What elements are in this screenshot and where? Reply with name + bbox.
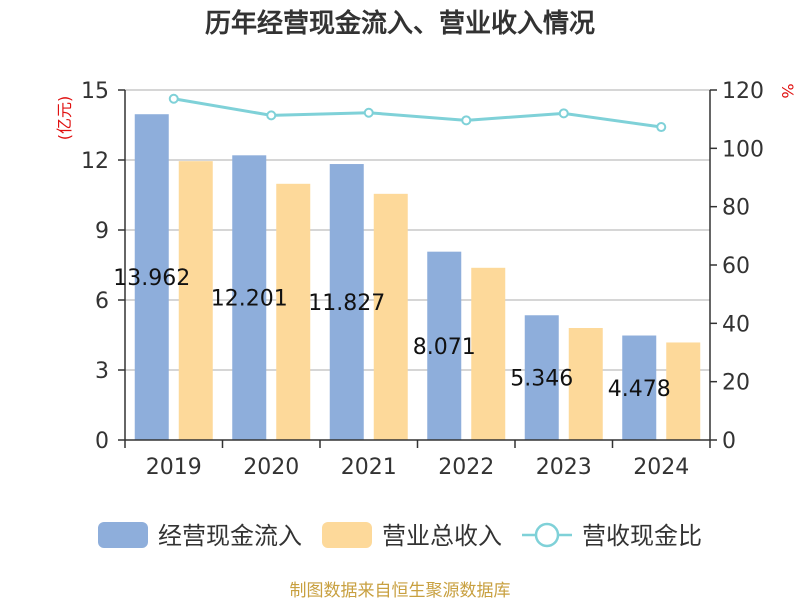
- legend-swatch: [98, 522, 148, 548]
- line-point-2022: [461, 115, 472, 126]
- right-tick-label: 0: [722, 429, 736, 454]
- bar-value-label: 5.346: [510, 367, 573, 392]
- legend-item-2[interactable]: 营收现金比: [522, 522, 702, 550]
- line-point-2023: [558, 108, 569, 119]
- bar-value-label: 12.201: [211, 287, 288, 312]
- source-note: 制图数据来自恒生聚源数据库: [290, 581, 511, 600]
- legend-item-0[interactable]: 经营现金流入: [98, 522, 302, 550]
- bar-2021-s1: [373, 193, 408, 440]
- legend-item-1[interactable]: 营业总收入: [322, 522, 502, 550]
- line-path: [173, 97, 662, 129]
- bar-value-label: 8.071: [413, 335, 476, 360]
- x-tick-label: 2021: [341, 455, 397, 480]
- x-tick-label: 2023: [536, 455, 592, 480]
- gridlines: [125, 89, 710, 371]
- bar-2022-s1: [471, 267, 506, 440]
- right-axis-label: %: [778, 83, 797, 98]
- right-tick-label: 60: [722, 254, 750, 279]
- bar-2021-s0: [329, 164, 364, 440]
- bar-value-label: 11.827: [308, 291, 385, 316]
- bar-2020-s0: [232, 155, 267, 440]
- axes: 0 3 6 9 12 15 0 20 40 60 80 100 120 2019 2020 2021 2022 2…: [81, 79, 764, 480]
- x-tick-label: 2019: [146, 455, 202, 480]
- legend-label: 营业总收入: [382, 522, 502, 550]
- legend[interactable]: 经营现金流入 营业总收入 营收现金比: [98, 522, 702, 550]
- left-tick-label: 6: [95, 289, 109, 314]
- chart-title: 历年经营现金流入、营业收入情况: [205, 8, 595, 39]
- x-tick-label: 2020: [243, 455, 299, 480]
- bar-2022-s0: [427, 251, 462, 440]
- bar-2019-s1: [178, 161, 213, 440]
- left-tick-label: 12: [81, 149, 109, 174]
- right-tick-label: 100: [722, 137, 764, 162]
- line-series: [168, 93, 667, 133]
- legend-label: 营收现金比: [582, 522, 702, 550]
- legend-marker: [534, 522, 560, 548]
- legend-label: 经营现金流入: [158, 522, 302, 550]
- right-tick-label: 40: [722, 312, 750, 337]
- bar-2024-s1: [666, 342, 701, 440]
- left-axis-label: (亿元): [55, 96, 74, 141]
- bar-2024-s0: [622, 335, 657, 440]
- right-tick-label: 20: [722, 371, 750, 396]
- right-tick-label: 120: [722, 79, 764, 104]
- line-point-2020: [266, 110, 277, 121]
- left-tick-label: 3: [95, 359, 109, 384]
- left-tick-label: 0: [95, 429, 109, 454]
- bar-2023-s0: [524, 315, 559, 440]
- bar-value-label: 4.478: [608, 377, 671, 402]
- line-point-2019: [168, 93, 179, 104]
- bar-value-label: 13.962: [113, 266, 190, 291]
- bar-2020-s1: [276, 183, 311, 441]
- line-point-2024: [656, 122, 667, 133]
- bar-2023-s1: [568, 328, 603, 440]
- x-tick-label: 2024: [633, 455, 689, 480]
- data-labels: 13.962 12.201 11.827 8.071 5.346 4.478: [113, 266, 670, 402]
- right-tick-label: 80: [722, 196, 750, 221]
- left-tick-label: 15: [81, 79, 109, 104]
- x-tick-label: 2022: [438, 455, 494, 480]
- left-tick-label: 9: [95, 219, 109, 244]
- bar-series: [134, 114, 701, 441]
- legend-swatch: [322, 522, 372, 548]
- line-point-2021: [363, 107, 374, 118]
- bar-2019-s0: [134, 114, 169, 440]
